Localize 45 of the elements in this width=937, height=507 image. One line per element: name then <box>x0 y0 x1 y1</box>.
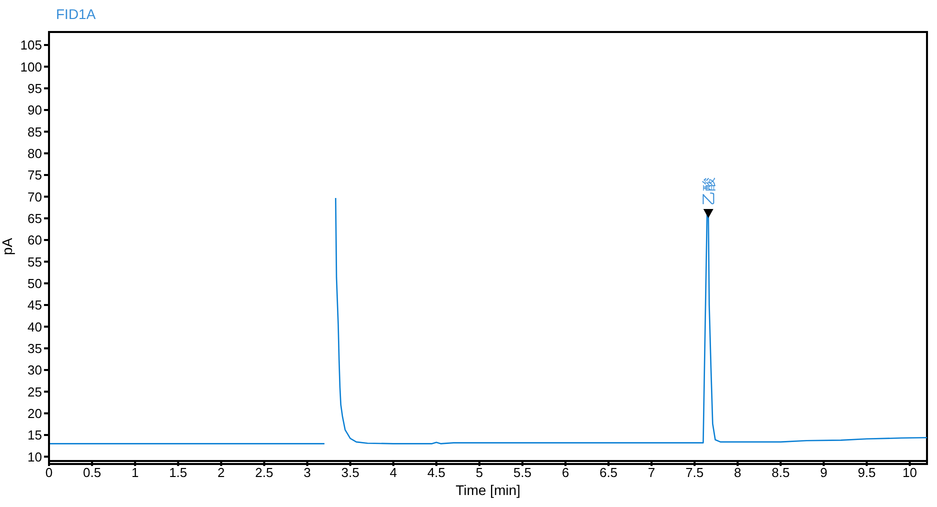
y-tick-label: 75 <box>28 168 42 183</box>
x-tick-label: 6.5 <box>599 465 618 480</box>
x-tick-label: 2.5 <box>255 465 274 480</box>
y-tick-label: 20 <box>28 406 42 421</box>
chart-title: FID1A <box>56 6 96 22</box>
x-tick-label: 7.5 <box>686 465 704 480</box>
y-tick-label: 30 <box>28 362 42 378</box>
x-tick-label: 6 <box>562 465 570 480</box>
x-tick-label: 4 <box>390 465 397 480</box>
x-tick-label: 4.5 <box>427 465 446 480</box>
x-tick-label: 9 <box>820 465 828 480</box>
y-tick-label: 25 <box>28 384 42 400</box>
x-tick-label: 8.5 <box>772 465 790 480</box>
y-tick-label: 50 <box>28 276 42 291</box>
y-tick-label: 10 <box>28 449 42 464</box>
x-tick-label: 10 <box>902 465 918 480</box>
x-tick-label: 5.5 <box>513 465 532 480</box>
annotation: 乙酸 <box>700 177 716 205</box>
x-tick-label: 5 <box>476 465 484 480</box>
y-tick-label: 35 <box>28 340 42 356</box>
y-tick-label: 45 <box>28 298 42 313</box>
x-tick-label: 0.5 <box>83 465 102 480</box>
y-tick-label: 15 <box>28 428 42 443</box>
x-tick-label: 2 <box>218 465 225 480</box>
y-tick-label: 55 <box>28 254 42 270</box>
x-tick-label: 0 <box>45 465 53 480</box>
y-tick-label: 95 <box>28 80 42 96</box>
x-tick-label: 3.5 <box>341 465 360 480</box>
y-tick-label: 65 <box>28 210 42 226</box>
y-tick-label: 90 <box>28 102 42 118</box>
y-tick-label: 40 <box>28 319 42 334</box>
y-axis-title: pA <box>0 237 15 256</box>
y-tick-label: 60 <box>28 232 42 248</box>
x-axis-title: Time [min] <box>456 482 520 498</box>
x-tick-label: 1.5 <box>169 465 188 480</box>
x-tick-label: 7 <box>648 465 656 480</box>
y-tick-label: 70 <box>28 189 42 204</box>
x-tick-label: 1 <box>131 465 139 480</box>
x-tick-label: 8 <box>734 465 742 480</box>
y-tick-label: 85 <box>28 124 42 140</box>
y-tick-label: 80 <box>28 146 42 161</box>
y-tick-label: 105 <box>20 38 42 53</box>
x-tick-label: 9.5 <box>858 465 876 480</box>
x-tick-label: 3 <box>304 465 311 480</box>
y-tick-label: 100 <box>20 59 42 74</box>
